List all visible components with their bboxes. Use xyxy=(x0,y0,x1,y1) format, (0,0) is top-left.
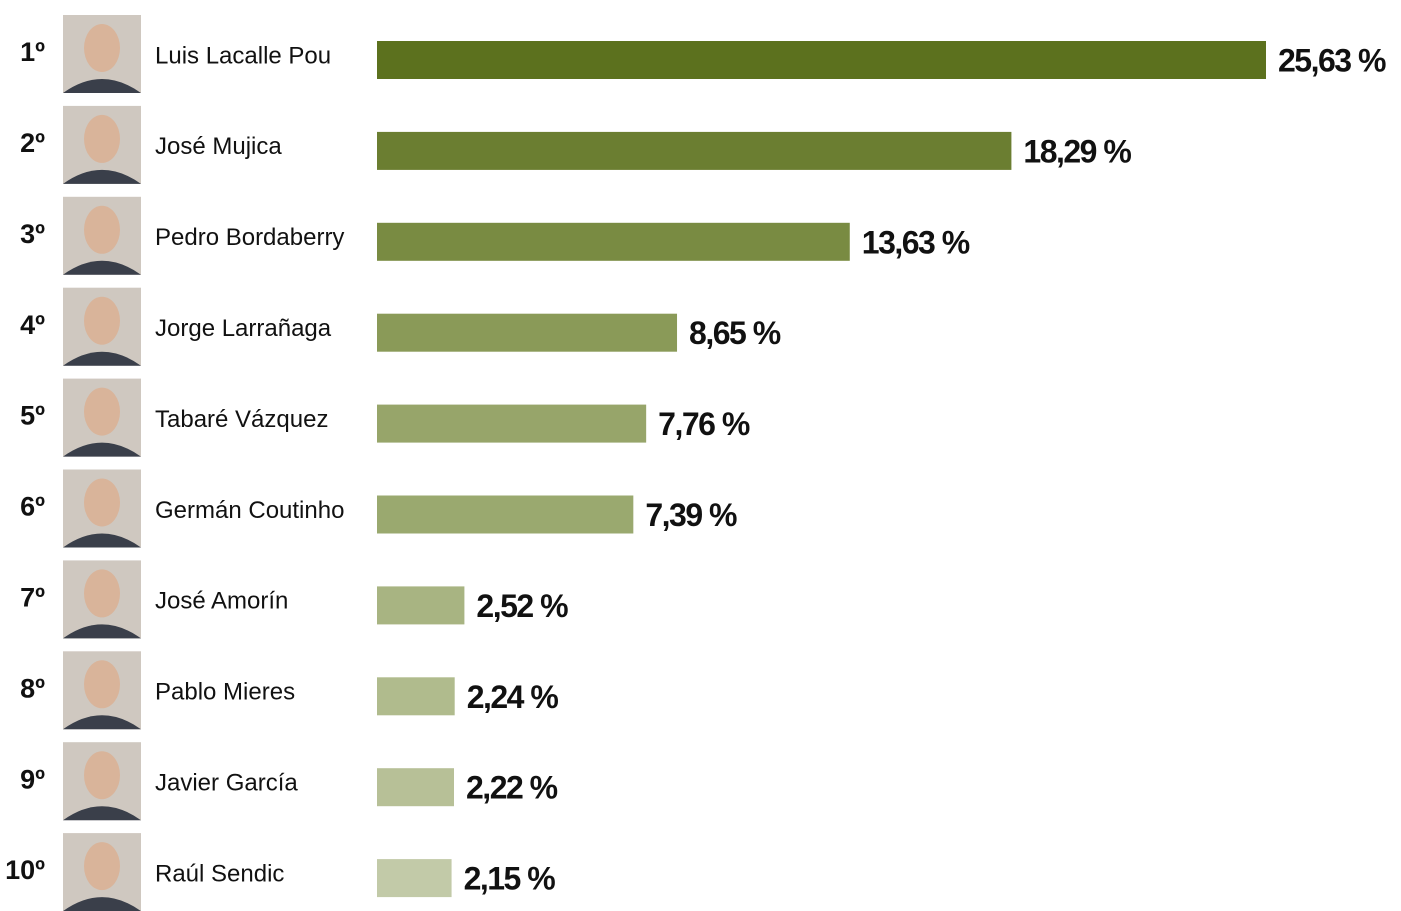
value-label: 2,24 % xyxy=(467,679,559,715)
photo-face xyxy=(84,751,120,800)
value-label: 25,63 % xyxy=(1278,42,1386,78)
candidate-name: Pablo Mieres xyxy=(155,679,295,706)
candidate-name: José Mujica xyxy=(155,133,282,160)
rank: 8º xyxy=(20,673,45,703)
bar xyxy=(377,131,1012,170)
rank: 1º xyxy=(20,37,45,67)
value-label: 8,65 % xyxy=(689,315,781,351)
photo-shoulders xyxy=(63,897,141,911)
candidate-name: Javier García xyxy=(155,770,298,797)
photo-face xyxy=(84,24,120,72)
value-label: 7,76 % xyxy=(658,406,750,442)
bar xyxy=(377,404,647,443)
candidate-name: Germán Coutinho xyxy=(155,497,344,524)
photo-shoulders xyxy=(63,169,141,184)
candidate-name: José Amorín xyxy=(155,588,288,615)
value-label: 2,52 % xyxy=(476,588,568,624)
candidate-name: Luis Lacalle Pou xyxy=(155,42,331,69)
photo-shoulders xyxy=(63,715,141,730)
photo-shoulders xyxy=(63,442,141,457)
photo-shoulders xyxy=(63,79,141,93)
candidate-name: Pedro Bordaberry xyxy=(155,224,344,251)
bar xyxy=(377,768,455,807)
rank: 5º xyxy=(20,401,45,431)
rank: 4º xyxy=(20,310,45,340)
value-label: 2,15 % xyxy=(464,861,556,897)
photo-face xyxy=(84,296,120,345)
bar xyxy=(377,313,678,352)
photo-shoulders xyxy=(63,806,141,821)
bar xyxy=(377,586,465,625)
bar xyxy=(377,859,452,898)
candidate-name: Tabaré Vázquez xyxy=(155,406,328,433)
photo-face xyxy=(84,387,120,436)
value-label: 18,29 % xyxy=(1023,133,1131,169)
photo-shoulders xyxy=(63,624,141,639)
photo-face xyxy=(84,842,120,891)
bar xyxy=(377,677,455,716)
photo-face xyxy=(84,478,120,527)
photo-shoulders xyxy=(63,260,141,275)
value-label: 2,22 % xyxy=(466,770,558,806)
value-label: 7,39 % xyxy=(645,497,737,533)
photo-face xyxy=(84,660,120,709)
photo-shoulders xyxy=(63,351,141,366)
photo-face xyxy=(84,569,120,618)
photo-face xyxy=(84,205,120,254)
bar xyxy=(377,222,850,261)
rank: 6º xyxy=(20,492,45,522)
rank: 10º xyxy=(5,855,45,885)
candidate-name: Jorge Larrañaga xyxy=(155,315,332,342)
candidate-name: Raúl Sendic xyxy=(155,860,284,887)
value-label: 13,63 % xyxy=(862,224,970,260)
rank: 9º xyxy=(20,764,45,794)
photo-shoulders xyxy=(63,533,141,548)
bar xyxy=(377,495,634,534)
rank: 3º xyxy=(20,219,45,249)
photo-face xyxy=(84,114,120,163)
bar xyxy=(377,41,1266,79)
rank: 7º xyxy=(20,583,45,613)
rank: 2º xyxy=(20,128,45,158)
